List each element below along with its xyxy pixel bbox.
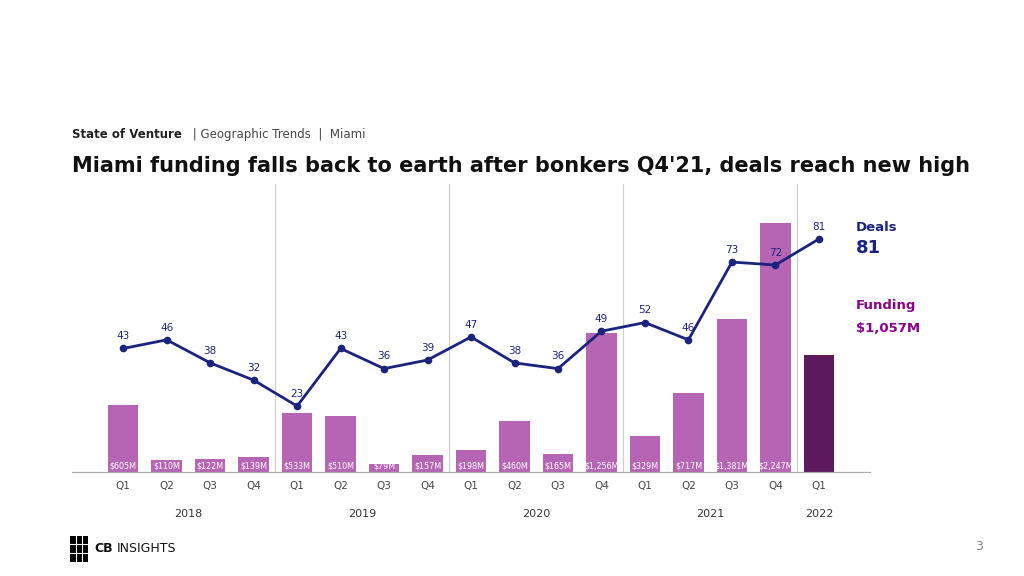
Text: 81: 81 [812, 222, 825, 232]
Text: 2021: 2021 [696, 509, 724, 519]
Bar [587, 333, 616, 472]
Text: 23: 23 [291, 389, 304, 399]
Text: 38: 38 [204, 346, 217, 356]
Text: 49: 49 [595, 314, 608, 324]
Text: 2020: 2020 [522, 509, 550, 519]
Text: $198M: $198M [458, 461, 484, 471]
Text: $157M: $157M [414, 461, 441, 471]
Bar [456, 450, 486, 472]
Text: 3: 3 [975, 540, 983, 553]
Text: 81: 81 [856, 238, 881, 257]
Text: $1,381M: $1,381M [715, 461, 749, 471]
Text: CB: CB [94, 542, 113, 555]
Text: 36: 36 [378, 351, 391, 362]
Text: 2019: 2019 [348, 509, 377, 519]
Text: $79M: $79M [373, 461, 395, 471]
Text: 43: 43 [334, 331, 347, 342]
Bar [413, 455, 442, 472]
Text: Miami funding falls back to earth after bonkers Q4'21, deals reach new high: Miami funding falls back to earth after … [72, 156, 970, 176]
Text: 36: 36 [551, 351, 564, 362]
Bar [630, 436, 660, 472]
Text: $1,057M: $1,057M [856, 322, 920, 335]
Bar [282, 414, 312, 472]
Text: | Geographic Trends  |  Miami: | Geographic Trends | Miami [189, 128, 366, 141]
Text: $533M: $533M [284, 461, 310, 471]
Text: $510M: $510M [327, 461, 354, 471]
Text: $2,247M: $2,247M [758, 461, 793, 471]
Bar [500, 422, 529, 472]
Text: Deals: Deals [856, 221, 897, 234]
Text: 2018: 2018 [174, 509, 203, 519]
Bar [152, 460, 182, 472]
Text: State of Venture: State of Venture [72, 128, 181, 141]
Text: $605M: $605M [110, 461, 136, 471]
Bar [108, 406, 138, 472]
Bar [760, 223, 791, 472]
Bar [717, 319, 748, 472]
Text: INSIGHTS: INSIGHTS [117, 542, 176, 555]
Text: $717M: $717M [675, 461, 702, 471]
Text: 72: 72 [769, 248, 782, 258]
Text: $139M: $139M [241, 461, 267, 471]
Text: 46: 46 [682, 323, 695, 333]
Text: $460M: $460M [501, 461, 528, 471]
Bar [326, 416, 355, 472]
Bar [804, 355, 835, 472]
Text: 2022: 2022 [805, 509, 834, 519]
Text: $1,256M: $1,256M [585, 461, 618, 471]
Text: 52: 52 [638, 305, 651, 316]
Bar [369, 464, 399, 472]
Text: $122M: $122M [197, 461, 223, 471]
Bar [239, 457, 269, 472]
Text: 38: 38 [508, 346, 521, 356]
Bar [673, 393, 703, 472]
Text: 43: 43 [117, 331, 130, 342]
Text: 47: 47 [465, 320, 477, 330]
Text: 32: 32 [247, 363, 260, 373]
Bar [543, 454, 573, 472]
Text: 73: 73 [725, 245, 738, 255]
Text: $165M: $165M [545, 461, 571, 471]
Bar [195, 459, 225, 472]
Text: $110M: $110M [154, 461, 180, 471]
Text: $329M: $329M [632, 461, 658, 471]
Text: 46: 46 [160, 323, 173, 333]
Text: Funding: Funding [856, 299, 916, 312]
Text: 39: 39 [421, 343, 434, 353]
FancyBboxPatch shape [70, 536, 88, 562]
